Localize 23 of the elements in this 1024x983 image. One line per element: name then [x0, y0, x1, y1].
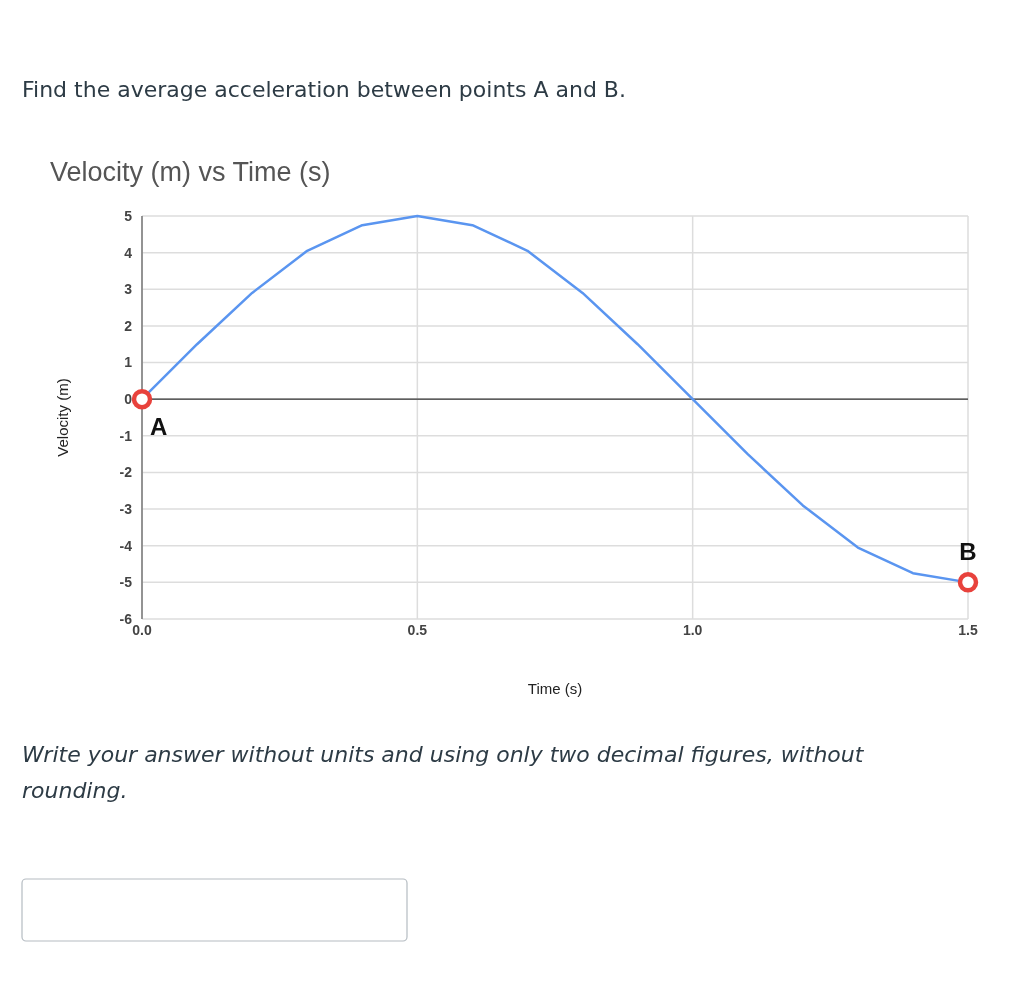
- chart-title: Velocity (m) vs Time (s): [50, 157, 331, 187]
- y-axis-title: Velocity (m): [54, 378, 71, 457]
- text: Write your answer without units and using only two decimal figures, without rounding.: [22, 742, 865, 803]
- x-axis-title: Time (s): [527, 680, 583, 697]
- y-tick-label: 0: [124, 391, 133, 408]
- x-tick-label: 0.5: [407, 622, 428, 638]
- y-tick-label: -6: [119, 610, 133, 627]
- x-tick-label: 0.0: [132, 622, 152, 638]
- y-tick-label: -1: [119, 427, 133, 444]
- x-tick-label: 1.0: [682, 622, 703, 638]
- y-tick-label: -4: [119, 537, 133, 554]
- y-tick-label: 3: [124, 281, 133, 298]
- y-tick-label: 5: [124, 207, 133, 224]
- y-tick-label: 4: [124, 244, 133, 261]
- y-tick-label: 2: [124, 317, 133, 334]
- annotation: A: [150, 413, 168, 441]
- y-tick-label: -3: [119, 500, 133, 517]
- annotation: B: [959, 538, 977, 566]
- y-tick-label: -5: [119, 574, 133, 591]
- y-tick-label: 1: [124, 354, 133, 371]
- text: Find the average acceleration between points A and B.: [22, 77, 626, 102]
- x-tick-label: 1.5: [958, 622, 978, 638]
- y-tick-label: -2: [119, 464, 133, 481]
